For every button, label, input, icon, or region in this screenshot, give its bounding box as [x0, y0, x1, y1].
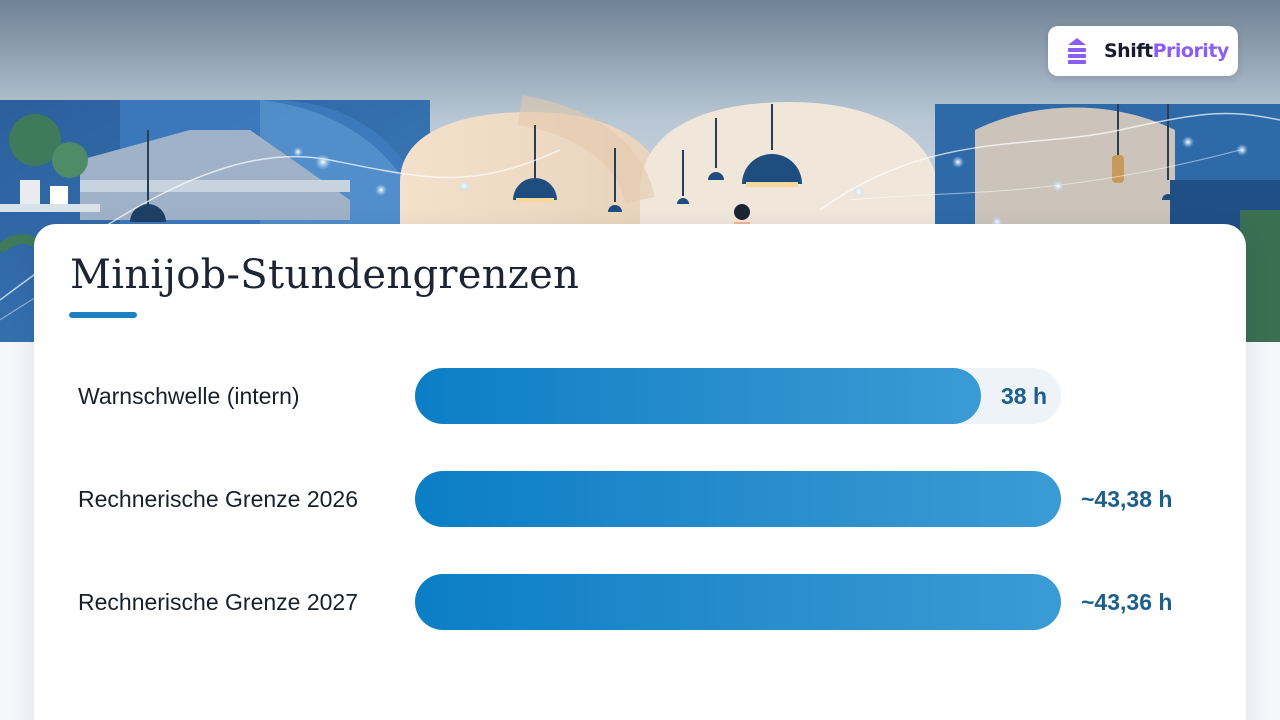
shiftpriority-logo: ShiftPriority [1048, 26, 1238, 76]
chart-title: Minijob-Stundengrenzen [70, 252, 580, 298]
bar-track [415, 471, 1061, 527]
bar-value-label: 38 h [1001, 383, 1048, 409]
title-underline [69, 312, 137, 318]
bar [415, 368, 981, 424]
bar [415, 574, 1061, 630]
bar-label: Rechnerische Grenze 2027 [78, 589, 358, 615]
chart-card: Minijob-Stundengrenzen Warnschwelle (int… [34, 224, 1246, 720]
bar-label: Rechnerische Grenze 2026 [78, 486, 358, 512]
bar [415, 471, 1061, 527]
brand-name: ShiftPriority [1104, 40, 1229, 62]
stacked-layers-icon [1068, 38, 1086, 64]
bar-value-label: ~43,38 h [1081, 486, 1173, 512]
bar-value-label: ~43,36 h [1081, 589, 1173, 615]
bar-track [415, 368, 1061, 424]
bar-label: Warnschwelle (intern) [78, 383, 300, 409]
bar-track [415, 574, 1061, 630]
